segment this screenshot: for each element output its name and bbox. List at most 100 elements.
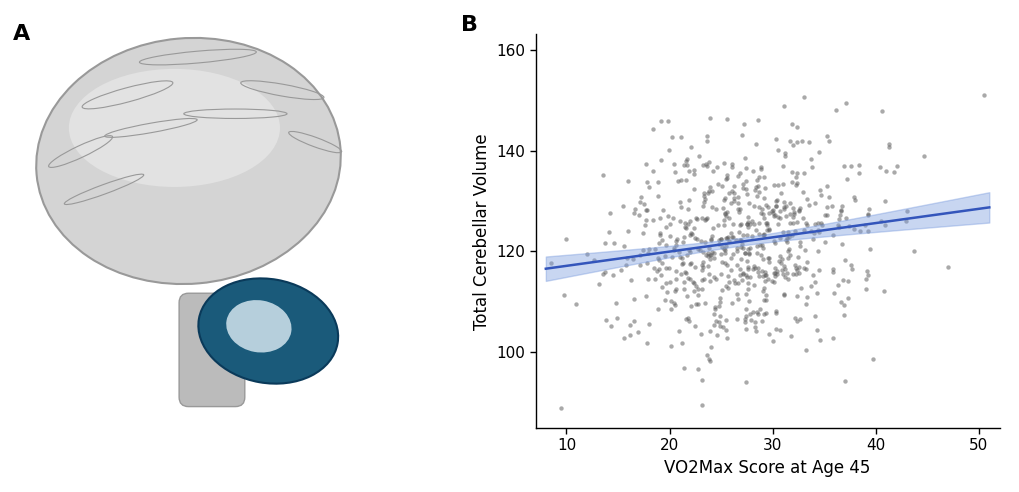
Point [729,172,745,180]
Point [712,235,729,243]
Point [794,188,810,196]
Point [767,135,784,143]
Point [748,176,764,184]
Point [658,213,675,220]
Point [762,277,779,285]
Point [823,334,840,342]
Point [757,201,773,209]
Point [738,290,754,298]
Point [748,308,764,316]
Point [740,213,756,221]
Point [779,275,795,283]
Point [676,223,692,231]
Point [740,285,756,293]
Point [779,270,795,277]
Point [646,275,662,283]
Text: A: A [12,24,30,44]
Point [713,258,730,266]
Point [734,184,750,191]
Point [722,163,739,171]
Point [688,282,704,290]
Point [662,297,679,305]
Point [712,243,729,251]
Point [755,230,771,238]
Point [661,306,678,313]
Point [678,160,694,168]
Point [714,204,731,212]
Point [708,163,725,171]
Point [824,231,841,239]
Point [798,195,814,203]
Point [765,182,782,189]
Point [722,199,739,207]
Point [705,249,721,257]
Point [773,270,790,278]
Point [681,231,697,239]
Point [757,271,773,279]
Point [747,327,763,335]
Point [682,276,698,283]
Point [842,162,858,170]
Point [740,297,756,305]
Point [695,189,711,197]
Point [747,323,763,331]
Point [745,263,761,271]
Point [750,203,766,211]
Point [683,230,699,238]
Point [650,239,666,246]
Point [693,266,709,274]
Point [622,331,638,338]
Point [757,296,773,304]
Point [743,217,759,225]
Y-axis label: Total Cerebellar Volume: Total Cerebellar Volume [472,133,490,330]
Point [638,259,654,267]
Point [758,226,774,234]
Point [767,197,784,205]
Point [738,257,754,265]
Point [771,214,788,222]
Point [791,205,807,213]
Point [717,243,734,250]
Point [767,196,784,204]
Point [705,310,721,318]
Point [765,269,782,277]
Point [718,208,735,215]
Point [619,227,635,235]
Point [748,242,764,250]
Point [665,300,682,308]
Point [622,321,638,329]
Point [678,157,694,165]
Point [552,404,569,412]
Point [872,217,889,225]
Point [823,203,840,211]
Point [834,240,850,247]
Point [829,281,846,289]
Point [975,91,991,99]
Point [669,327,686,335]
Point [707,275,723,283]
Point [837,214,853,222]
Point [716,210,733,218]
Point [700,355,716,363]
Point [845,193,861,201]
Point [653,259,669,267]
Point [760,258,776,266]
Point [720,237,737,245]
Point [730,193,746,201]
Point [700,158,716,166]
Point [776,202,793,210]
Point [659,117,676,125]
Point [663,132,680,140]
Point [834,276,850,284]
Point [722,254,739,262]
Point [830,215,847,223]
Point [719,272,736,280]
Point [788,173,804,181]
Point [741,274,757,281]
Point [715,215,732,223]
Point [696,195,712,203]
Point [732,243,748,251]
Point [667,267,684,275]
Point [704,167,720,175]
Point [699,262,715,270]
